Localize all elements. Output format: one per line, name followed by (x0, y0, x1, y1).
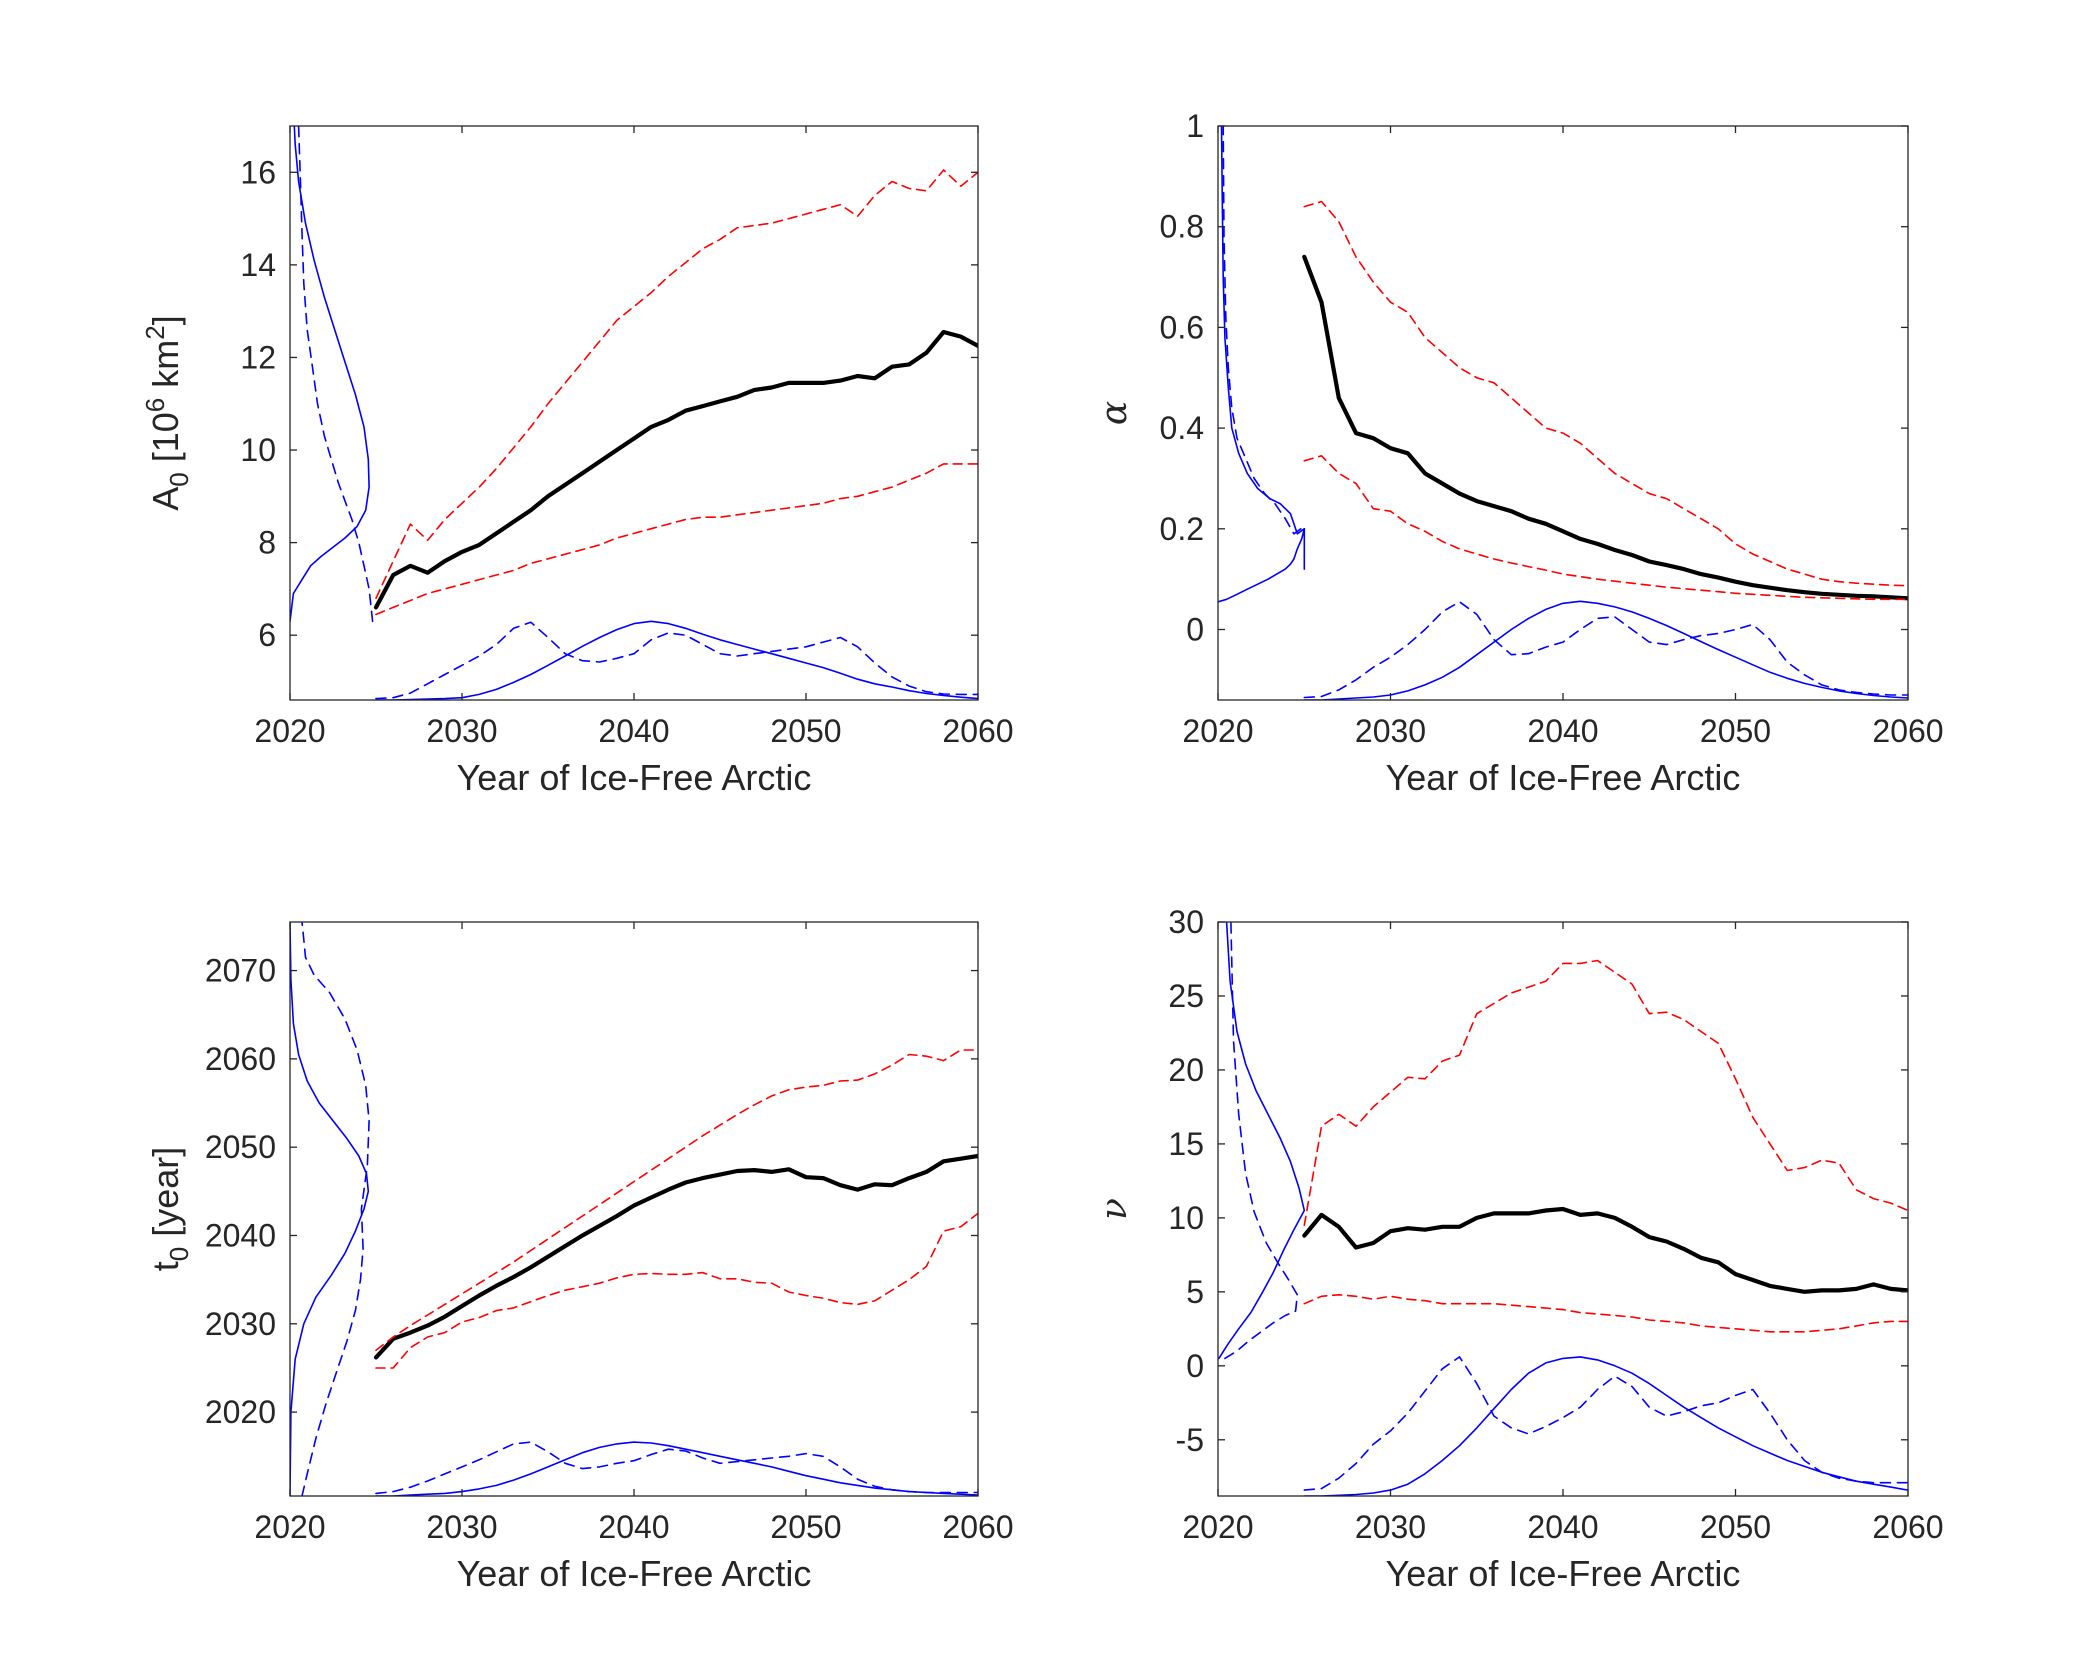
y-tick-label: 0 (1186, 612, 1204, 648)
y-tick-label: 10 (240, 432, 276, 468)
series-line-dist-solid-x (1303, 1356, 1908, 1496)
y-tick-label: 2020 (205, 1394, 276, 1430)
x-tick-label: 2020 (1182, 1509, 1253, 1545)
plot-area (290, 126, 978, 700)
y-axis-label: ν (1094, 1198, 1135, 1220)
series-line-dist-dashed-y (1224, 922, 1299, 1360)
x-tick-label: 2020 (254, 713, 325, 749)
y-tick-label: 1 (1186, 108, 1204, 144)
x-tick-label: 2020 (254, 1509, 325, 1545)
plot-area (290, 922, 978, 1496)
x-tick-label: 2040 (598, 713, 669, 749)
x-tick-label: 2050 (1700, 713, 1771, 749)
series-line-upper (375, 169, 978, 600)
series-line-dist-dashed-x (375, 621, 978, 700)
y-axis-label: α (1094, 401, 1135, 425)
axes-frame (1217, 125, 1909, 701)
series-line-median (1302, 254, 1908, 601)
series-line-dist-solid-x (1303, 600, 1908, 700)
series-line-dist-dashed-x (375, 1441, 978, 1495)
y-tick-label: 8 (258, 525, 276, 561)
x-axis-label: Year of Ice-Free Arctic (1386, 1553, 1741, 1594)
series-line-median (373, 1153, 978, 1360)
x-tick-label: 2060 (1872, 1509, 1943, 1545)
x-tick-label: 2040 (598, 1509, 669, 1545)
y-tick-label: 30 (1168, 904, 1204, 940)
y-tick-label: -5 (1176, 1422, 1204, 1458)
y-tick-label: 2030 (205, 1306, 276, 1342)
series-line-dist-solid-y (290, 922, 370, 1496)
x-tick-label: 2030 (426, 713, 497, 749)
series-line-lower (375, 1212, 978, 1369)
x-tick-label: 2050 (770, 713, 841, 749)
series-line-dist-solid-x (375, 1441, 978, 1496)
series-line-dist-solid-y (1218, 527, 1306, 603)
y-tick-label: 25 (1168, 978, 1204, 1014)
y-tick-label: 0 (1186, 1348, 1204, 1384)
panel-a0: 2020 2030 2040 2050 2060 6 8 10 12 14 16 Year of Ic… (140, 125, 1014, 798)
x-tick-label: 2050 (1700, 1509, 1771, 1545)
x-axis-label: Year of Ice-Free Arctic (457, 1553, 812, 1594)
x-tick-label: 2050 (770, 1509, 841, 1545)
series-line-upper (375, 1049, 978, 1352)
series-line-dist-solid-y (290, 126, 370, 623)
x-tick-label: 2060 (942, 1509, 1013, 1545)
series-line-upper (1303, 959, 1908, 1227)
series-line-dist-solid-y2 (1220, 126, 1306, 535)
y-tick-label: 6 (258, 617, 276, 653)
y-tick-label: 0.8 (1160, 209, 1204, 245)
y-tick-label: 14 (240, 247, 276, 283)
y-tick-label: 5 (1186, 1274, 1204, 1310)
x-tick-label: 2030 (1355, 713, 1426, 749)
y-tick-label: 15 (1168, 1126, 1204, 1162)
y-tick-label: 0.4 (1160, 410, 1204, 446)
x-tick-label: 2020 (1182, 713, 1253, 749)
panel-t0: 2020 2030 2040 2050 2060 2020 2030 2040 2050 2060… (145, 921, 1014, 1594)
series-line-dist-dashed-y (297, 126, 374, 623)
y-tick-label: 2040 (205, 1217, 276, 1253)
axes-frame (289, 921, 979, 1497)
x-tick-label: 2040 (1527, 1509, 1598, 1545)
y-tick-label: 0.2 (1160, 511, 1204, 547)
axes-frame (289, 125, 979, 701)
series-line-dist-dashed-x (1303, 1356, 1908, 1491)
series-line-lower (1303, 454, 1908, 601)
series-line-median (1302, 1206, 1908, 1294)
series-line-dist-solid-y (1218, 922, 1306, 1360)
series-line-upper (1303, 200, 1908, 587)
panel-alpha: 2020 2030 2040 2050 2060 0 0.2 0.4 0.6 0.8 1 Year o… (1094, 108, 1944, 798)
panel-nu: 2020 2030 2040 2050 2060 -5 0 5 10 15 20 25 30 Year o… (1094, 904, 1944, 1594)
x-axis-label: Year of Ice-Free Arctic (1386, 757, 1741, 798)
x-tick-label: 2030 (1355, 1509, 1426, 1545)
y-tick-label: 2060 (205, 1041, 276, 1077)
y-tick-label: 0.6 (1160, 309, 1204, 345)
y-tick-label: 20 (1168, 1052, 1204, 1088)
y-tick-label: 10 (1168, 1200, 1204, 1236)
plot-area (1218, 922, 1908, 1496)
x-tick-label: 2060 (942, 713, 1013, 749)
y-tick-label: 2050 (205, 1129, 276, 1165)
series-line-median (373, 329, 978, 610)
series-line-dist-dashed-x (1303, 600, 1908, 699)
y-axis-label: t0 [year] (145, 1147, 194, 1272)
y-tick-label: 16 (240, 154, 276, 190)
plot-area (1218, 126, 1908, 700)
x-tick-label: 2060 (1872, 713, 1943, 749)
y-tick-label: 12 (240, 339, 276, 375)
series-line-lower (1303, 1294, 1908, 1333)
y-tick-label: 2070 (205, 953, 276, 989)
series-line-lower (375, 463, 978, 616)
series-line-dist-dashed-y (301, 922, 370, 1496)
x-axis-label: Year of Ice-Free Arctic (457, 757, 812, 798)
x-tick-label: 2040 (1527, 713, 1598, 749)
series-line-dist-dashed-y (1222, 126, 1302, 535)
x-tick-label: 2030 (426, 1509, 497, 1545)
y-axis-label: A0 [106 km2] (140, 315, 194, 510)
series-line-dist-solid-x (375, 620, 978, 700)
